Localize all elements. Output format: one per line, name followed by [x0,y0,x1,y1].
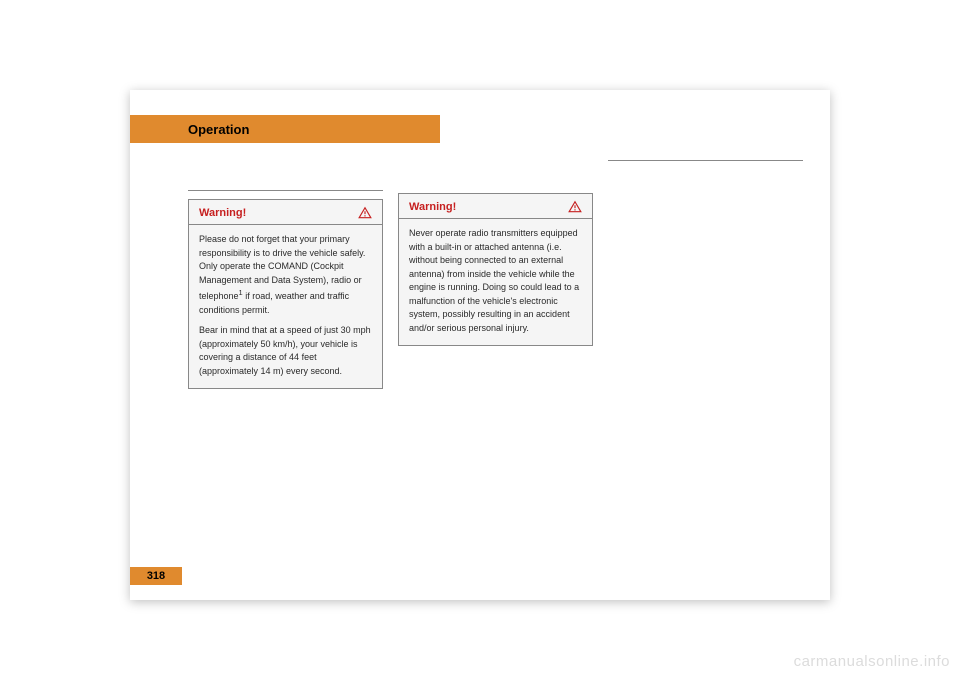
column-1: Warning! Please do not forget that your … [188,190,383,389]
warning-body: Never operate radio transmitters equippe… [399,219,592,345]
manual-page: Operation Warning! Please do not forget … [130,90,830,600]
column-3 [608,160,803,167]
warning-paragraph: Never operate radio transmitters equippe… [409,227,582,335]
page-number-bar: 318 [130,567,182,585]
divider [608,160,803,161]
watermark: carmanualsonline.info [794,653,950,670]
warning-body: Please do not forget that your primary r… [189,225,382,388]
warning-paragraph: Please do not forget that your primary r… [199,233,372,317]
warning-box: Warning! Never operate radio transmitter… [398,193,593,346]
warning-triangle-icon [568,200,582,214]
page-number: 318 [147,570,165,582]
warning-header: Warning! [189,200,382,225]
section-title: Operation [188,122,249,137]
column-2: Warning! Never operate radio transmitter… [398,185,593,346]
warning-label: Warning! [409,201,456,213]
warning-paragraph: Bear in mind that at a speed of just 30 … [199,324,372,378]
warning-header: Warning! [399,194,592,219]
warning-box: Warning! Please do not forget that your … [188,199,383,389]
divider [188,190,383,191]
header-bar: Operation [130,115,440,143]
warning-triangle-icon [358,206,372,220]
warning-label: Warning! [199,207,246,219]
